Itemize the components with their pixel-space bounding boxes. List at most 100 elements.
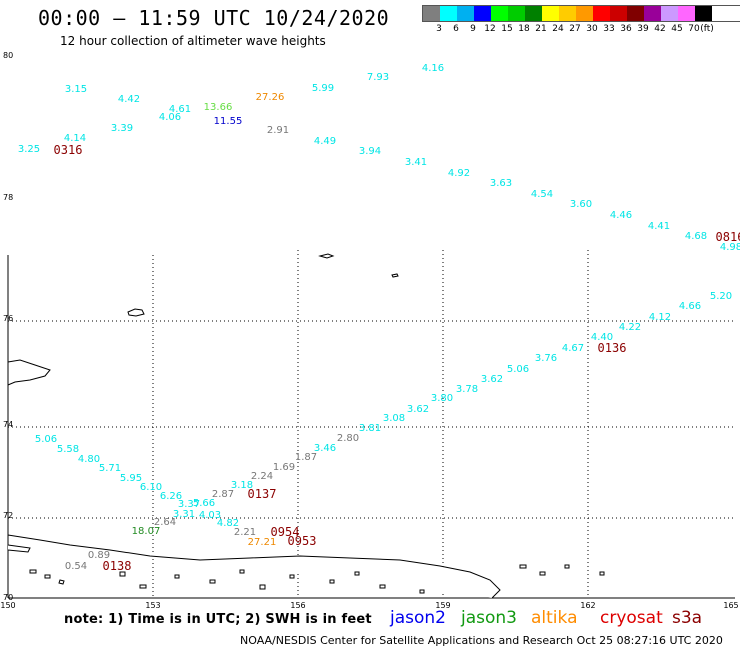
lat-label: 70 [3,593,13,602]
sat-cryosat: cryosat [600,608,663,628]
sat-jason3: jason3 [461,608,517,628]
page-subtitle: 12 hour collection of altimeter wave hei… [60,34,326,48]
obs-label: 3.08 [383,413,405,424]
obs-label: 4.03 [199,510,221,521]
obs-label: 7.93 [367,72,389,83]
obs-label: 3.94 [359,146,381,157]
obs-label: 5.99 [312,83,334,94]
obs-label: 4.67 [562,343,584,354]
obs-label: 4.41 [648,221,670,232]
obs-label: 3.25 [18,144,40,155]
obs-label: 4.16 [422,63,444,74]
obs-label: 2.91 [267,125,289,136]
obs-label: 4.68 [685,231,707,242]
legend-label: (ft) [700,24,714,34]
obs-label: 3.80 [431,393,453,404]
legend-label: 30 [586,24,598,34]
legend-swatch [474,6,491,21]
page-title: 00:00 – 11:59 UTC 10/24/2020 [38,6,390,30]
legend-swatch [423,6,440,21]
obs-label: 3.39 [111,123,133,134]
lon-label: 156 [290,601,305,610]
legend-label: 36 [620,24,632,34]
obs-label: 5.06 [35,434,57,445]
legend-label: 21 [535,24,547,34]
obs-label: 0.54 [65,561,87,572]
color-legend: 3 6 9 12 15 18 21 24 27 30 33 36 39 42 45 70 (ft) [422,5,740,36]
obs-label: 3.78 [456,384,478,395]
legend-swatches [422,5,740,22]
lon-label: 159 [435,601,450,610]
obs-label: 3.18 [231,480,253,491]
obs-label: 2.21 [234,527,256,538]
obs-label: 4.92 [448,168,470,179]
obs-label: 13.66 [204,102,233,113]
legend-label: 70 [688,24,700,34]
pass-time-label: 0136 [598,341,627,355]
obs-label: 4.66 [679,301,701,312]
obs-label: 4.14 [64,133,86,144]
legend-swatch [593,6,610,21]
obs-label: 5.95 [120,473,142,484]
obs-label: 4.98 [720,242,740,253]
obs-label: 5.66 [193,498,215,509]
obs-label: 27.21 [248,537,277,548]
sat-altika: altika [531,608,578,628]
legend-swatch [491,6,508,21]
lat-label: 74 [3,420,13,429]
obs-label: 3.62 [407,404,429,415]
obs-label: 18.07 [132,526,161,537]
pass-time-label: 0953 [288,534,317,548]
obs-label: 3.63 [490,178,512,189]
lon-label: 150 [0,601,15,610]
obs-label: 5.20 [710,291,732,302]
lat-label: 80 [3,51,13,60]
obs-label: 2.80 [337,433,359,444]
obs-label: 4.12 [649,312,671,323]
legend-label: 27 [569,24,581,34]
obs-label: 3.41 [405,157,427,168]
legend-swatch [576,6,593,21]
legend-swatch [542,6,559,21]
obs-label: 4.49 [314,136,336,147]
legend-label: 3 [436,24,442,34]
legend-swatch [440,6,457,21]
lon-label: 153 [145,601,160,610]
sat-s3a: s3a [672,608,703,628]
obs-label: 4.46 [610,210,632,221]
obs-label: 1.87 [295,452,317,463]
obs-label: 3.81 [359,423,381,434]
obs-label: 3.46 [314,443,336,454]
obs-label: 5.71 [99,463,121,474]
obs-label: 3.37 [178,499,200,510]
legend-swatch [457,6,474,21]
legend-swatch [695,6,712,21]
legend-label: 15 [501,24,513,34]
legend-labels: 3 6 9 12 15 18 21 24 27 30 33 36 39 42 45 70 (ft) [422,22,740,36]
obs-label: 3.76 [535,353,557,364]
lat-label: 72 [3,511,13,520]
obs-label: 0.89 [88,550,110,561]
lat-label: 76 [3,314,13,323]
coastline [7,253,605,599]
legend-swatch [508,6,525,21]
obs-label: 2.87 [212,489,234,500]
obs-label: 6.26 [160,491,182,502]
lat-label: 78 [3,193,13,202]
legend-swatch [661,6,678,21]
obs-label: 4.40 [591,332,613,343]
obs-label: 1.69 [273,462,295,473]
pass-time-label: 0138 [103,559,132,573]
obs-label: 4.80 [78,454,100,465]
lon-axis-labels: 150 153 156 159 162 165 [0,601,738,610]
lon-label: 165 [723,601,738,610]
legend-swatch [525,6,542,21]
obs-label: 4.42 [118,94,140,105]
obs-label: 4.54 [531,189,553,200]
obs-label: 4.06 [159,112,181,123]
legend-label: 45 [671,24,683,34]
obs-label: 4.61 [169,104,191,115]
footer-note: note: 1) Time is in UTC; 2) SWH is in fe… [64,612,372,627]
obs-label: 4.22 [619,322,641,333]
